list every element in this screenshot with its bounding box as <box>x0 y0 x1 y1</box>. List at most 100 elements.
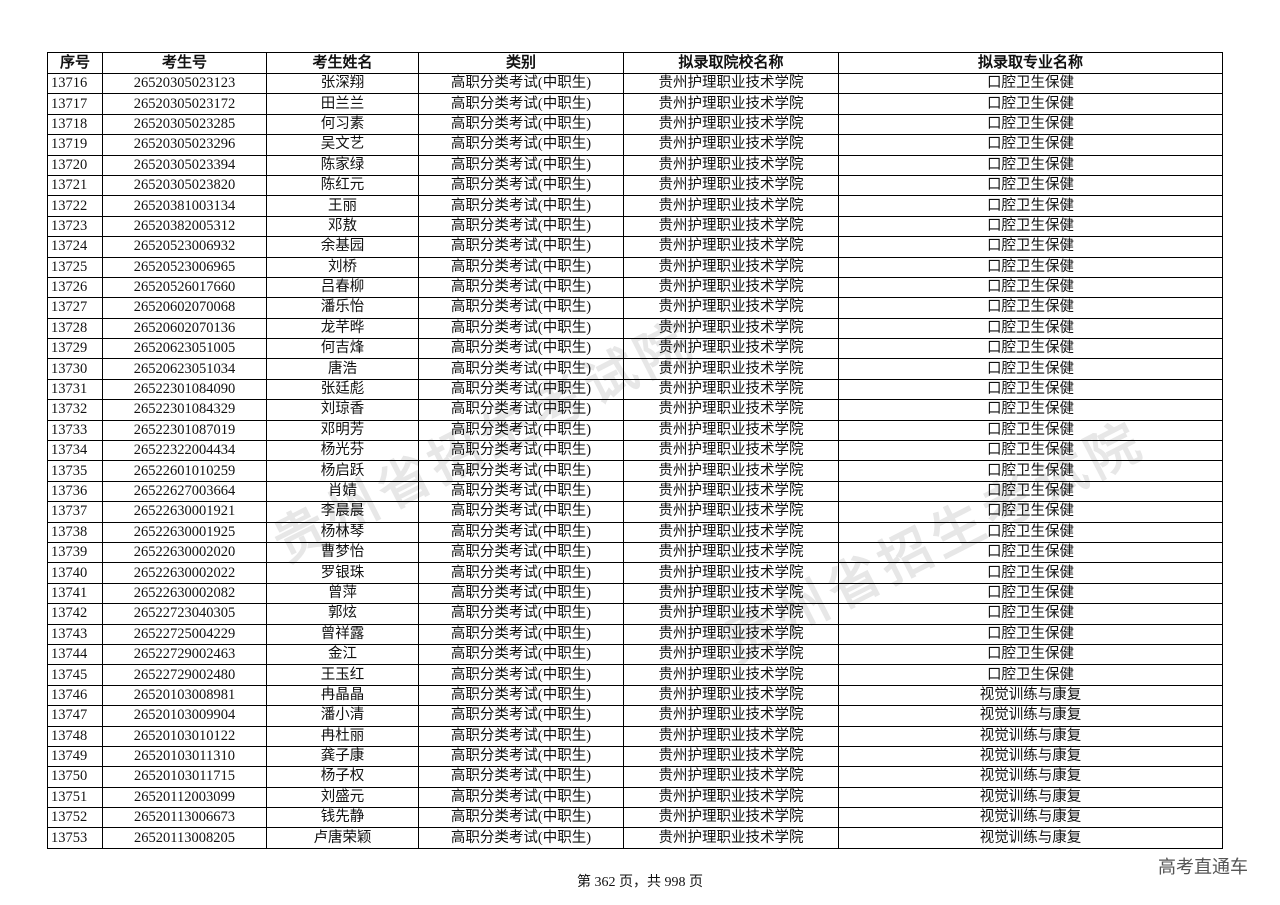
table-cell: 26520382005312 <box>102 215 267 238</box>
table-cell: 王丽 <box>266 195 419 217</box>
table-cell: 高职分类考试(中职生) <box>418 72 624 95</box>
table-cell: 26520103011715 <box>102 766 267 788</box>
table-cell: 口腔卫生保健 <box>838 623 1223 645</box>
table-cell: 贵州护理职业技术学院 <box>623 582 839 605</box>
table-cell: 26520305023172 <box>102 93 267 115</box>
page-number: 第 362 页，共 998 页 <box>577 875 703 890</box>
table-cell: 26522630001921 <box>102 501 267 523</box>
table-cell: 26522725004229 <box>102 623 267 645</box>
table-cell: 26520113006673 <box>102 807 267 829</box>
table-cell: 13729 <box>47 338 103 360</box>
table-cell: 13740 <box>47 562 103 584</box>
table-cell: 视觉训练与康复 <box>838 827 1223 849</box>
column-header: 拟录取专业名称 <box>838 52 1223 74</box>
table-row: 13723 26520382005312 邓敖 高职分类考试(中职生) 贵州护理职业技术… <box>47 215 1223 238</box>
table-cell: 13719 <box>47 134 103 156</box>
table-cell: 贵州护理职业技术学院 <box>623 297 839 319</box>
table-cell: 贵州护理职业技术学院 <box>623 154 839 176</box>
table-cell: 26522601010259 <box>102 460 267 482</box>
table-cell: 高职分类考试(中职生) <box>418 480 624 503</box>
table-cell: 贵州护理职业技术学院 <box>623 541 839 564</box>
table-cell: 口腔卫生保健 <box>838 215 1223 238</box>
table-row: 13729 26520623051005 何吉烽 高职分类考试(中职生) 贵州护理职业技… <box>47 338 1223 360</box>
table-row: 13750 26520103011715 杨子权 高职分类考试(中职生) 贵州护理职业技… <box>47 766 1223 788</box>
table-cell: 杨林琴 <box>266 521 419 543</box>
table-row: 13732 26522301084329 刘琼香 高职分类考试(中职生) 贵州护理职业技… <box>47 399 1223 421</box>
column-header: 考生姓名 <box>266 52 419 74</box>
table-cell: 潘小清 <box>266 705 419 727</box>
table-cell: 13730 <box>47 358 103 380</box>
table-cell: 26520305023820 <box>102 174 267 197</box>
table-cell: 贵州护理职业技术学院 <box>623 623 839 645</box>
table-cell: 贵州护理职业技术学院 <box>623 215 839 238</box>
table-cell: 贵州护理职业技术学院 <box>623 134 839 156</box>
table-cell: 26522630002020 <box>102 541 267 564</box>
table-cell: 26520305023296 <box>102 134 267 156</box>
table-cell: 邓明芳 <box>266 419 419 442</box>
table-row: 13753 26520113008205 卢唐荣颖 高职分类考试(中职生) 贵州护理职业… <box>47 827 1223 849</box>
table-cell: 贵州护理职业技术学院 <box>623 827 839 849</box>
table-cell: 口腔卫生保健 <box>838 134 1223 156</box>
table-row: 13745 26522729002480 王玉红 高职分类考试(中职生) 贵州护理职业技… <box>47 664 1223 686</box>
table-cell: 贵州护理职业技术学院 <box>623 440 839 462</box>
table-cell: 高职分类考试(中职生) <box>418 745 624 768</box>
table-row: 13741 26522630002082 曾萍 高职分类考试(中职生) 贵州护理职业技术… <box>47 582 1223 605</box>
table-cell: 口腔卫生保健 <box>838 236 1223 258</box>
table-row: 13733 26522301087019 邓明芳 高职分类考试(中职生) 贵州护理职业技… <box>47 419 1223 442</box>
table-cell: 龙芊晔 <box>266 317 419 340</box>
table-row: 13752 26520113006673 钱先静 高职分类考试(中职生) 贵州护理职业技… <box>47 807 1223 829</box>
table-cell: 高职分类考试(中职生) <box>418 93 624 115</box>
table-cell: 刘桥 <box>266 256 419 278</box>
table-cell: 13720 <box>47 154 103 176</box>
table-cell: 贵州护理职业技术学院 <box>623 399 839 421</box>
table-cell: 视觉训练与康复 <box>838 807 1223 829</box>
table-cell: 贵州护理职业技术学院 <box>623 480 839 503</box>
table-cell: 高职分类考试(中职生) <box>418 460 624 482</box>
table-cell: 钱先静 <box>266 807 419 829</box>
table-cell: 口腔卫生保健 <box>838 582 1223 605</box>
table-cell: 贵州护理职业技术学院 <box>623 807 839 829</box>
table-cell: 贵州护理职业技术学院 <box>623 378 839 401</box>
table-cell: 贵州护理职业技术学院 <box>623 521 839 543</box>
table-cell: 口腔卫生保健 <box>838 664 1223 686</box>
table-cell: 高职分类考试(中职生) <box>418 317 624 340</box>
table-cell: 卢唐荣颖 <box>266 827 419 849</box>
table-cell: 视觉训练与康复 <box>838 684 1223 707</box>
table-cell: 贵州护理职业技术学院 <box>623 684 839 707</box>
table-cell: 刘琼香 <box>266 399 419 421</box>
table-row: 13746 26520103008981 冉晶晶 高职分类考试(中职生) 贵州护理职业技… <box>47 684 1223 707</box>
table-cell: 口腔卫生保健 <box>838 113 1223 136</box>
table-cell: 高职分类考试(中职生) <box>418 562 624 584</box>
table-cell: 13743 <box>47 623 103 645</box>
table-cell: 13738 <box>47 521 103 543</box>
table-cell: 贵州护理职业技术学院 <box>623 236 839 258</box>
table-cell: 视觉训练与康复 <box>838 786 1223 809</box>
table-cell: 口腔卫生保健 <box>838 603 1223 625</box>
table-cell: 口腔卫生保健 <box>838 541 1223 564</box>
table-cell: 26520523006932 <box>102 236 267 258</box>
table-cell: 张廷彪 <box>266 378 419 401</box>
table-cell: 26520623051005 <box>102 338 267 360</box>
table-cell: 肖婧 <box>266 480 419 503</box>
table-cell: 26520305023123 <box>102 72 267 95</box>
table-cell: 贵州护理职业技术学院 <box>623 786 839 809</box>
table-cell: 口腔卫生保健 <box>838 399 1223 421</box>
table-cell: 13721 <box>47 174 103 197</box>
table-cell: 贵州护理职业技术学院 <box>623 195 839 217</box>
table-row: 13751 26520112003099 刘盛元 高职分类考试(中职生) 贵州护理职业技… <box>47 786 1223 809</box>
brand-watermark: 高考直通车 <box>1158 857 1248 878</box>
table-cell: 13752 <box>47 807 103 829</box>
table-cell: 高职分类考试(中职生) <box>418 603 624 625</box>
table-cell: 李晨晨 <box>266 501 419 523</box>
table-cell: 26522322004434 <box>102 440 267 462</box>
table-row: 13725 26520523006965 刘桥 高职分类考试(中职生) 贵州护理职业技术… <box>47 256 1223 278</box>
table-cell: 高职分类考试(中职生) <box>418 338 624 360</box>
table-cell: 唐浩 <box>266 358 419 380</box>
table-cell: 贵州护理职业技术学院 <box>623 113 839 136</box>
table-cell: 13717 <box>47 93 103 115</box>
table-row: 13717 26520305023172 田兰兰 高职分类考试(中职生) 贵州护理职业技… <box>47 93 1223 115</box>
table-row: 13718 26520305023285 何习素 高职分类考试(中职生) 贵州护理职业技… <box>47 113 1223 136</box>
table-cell: 高职分类考试(中职生) <box>418 195 624 217</box>
table-cell: 高职分类考试(中职生) <box>418 541 624 564</box>
column-header: 序号 <box>47 52 103 74</box>
